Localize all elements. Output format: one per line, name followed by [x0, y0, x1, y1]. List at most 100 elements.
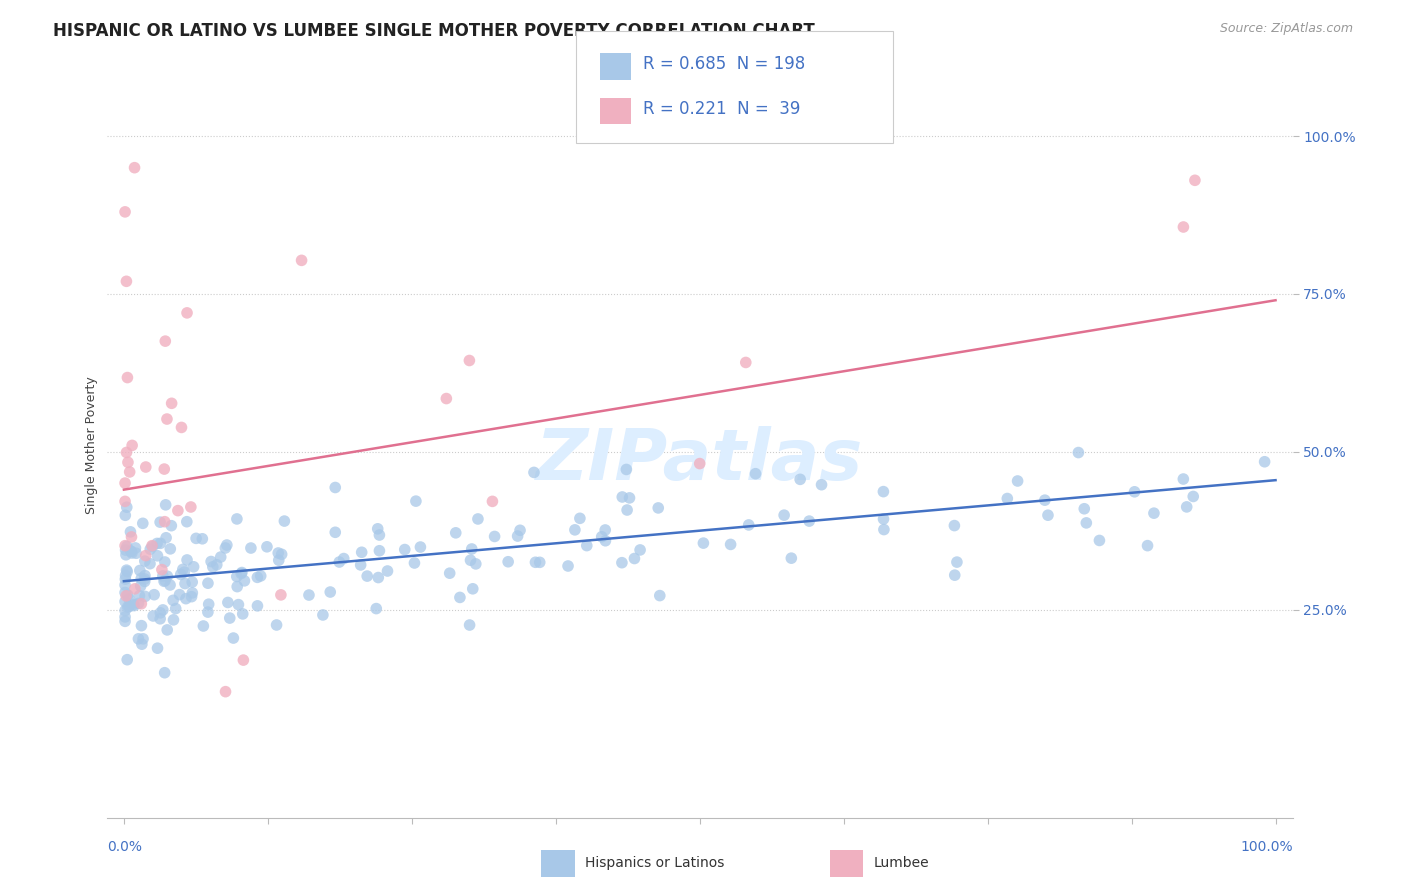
Point — [460, 553, 482, 567]
Point — [458, 618, 481, 632]
Point — [394, 542, 416, 557]
Point — [439, 566, 461, 581]
Point — [591, 530, 613, 544]
Point — [121, 546, 143, 560]
Point — [117, 599, 139, 614]
Point — [115, 653, 138, 667]
Point — [122, 598, 145, 612]
Point — [995, 491, 1018, 506]
Point — [405, 494, 427, 508]
Point — [197, 605, 219, 619]
Point — [810, 477, 832, 491]
Point — [131, 637, 153, 651]
Point — [1088, 533, 1111, 548]
Point — [720, 537, 742, 551]
Point — [1067, 445, 1090, 459]
Point — [125, 546, 148, 560]
Point — [114, 539, 136, 553]
Point — [134, 568, 156, 582]
Point — [200, 555, 222, 569]
Point — [146, 641, 169, 656]
Point — [120, 544, 142, 558]
Point — [153, 555, 176, 569]
Point — [734, 355, 756, 369]
Point — [298, 588, 321, 602]
Point — [160, 518, 183, 533]
Point — [139, 542, 162, 557]
Point — [1033, 493, 1056, 508]
Point — [115, 274, 138, 288]
Point — [266, 618, 288, 632]
Point — [1007, 474, 1029, 488]
Point — [174, 591, 197, 606]
Point — [149, 612, 172, 626]
Point — [139, 557, 162, 571]
Point — [368, 543, 391, 558]
Point — [256, 540, 278, 554]
Point — [141, 540, 163, 554]
Point — [595, 533, 617, 548]
Point — [872, 512, 894, 526]
Point — [222, 631, 245, 645]
Point — [290, 253, 312, 268]
Point — [619, 491, 641, 505]
Point — [231, 566, 253, 581]
Point — [174, 576, 197, 591]
Point — [1123, 484, 1146, 499]
Point — [557, 559, 579, 574]
Point — [176, 553, 198, 567]
Point — [215, 538, 238, 552]
Point — [115, 563, 138, 577]
Point — [114, 476, 136, 491]
Point — [114, 615, 136, 629]
Point — [152, 603, 174, 617]
Point — [115, 565, 138, 579]
Point — [197, 597, 219, 611]
Point — [162, 593, 184, 607]
Point — [155, 334, 177, 348]
Point — [506, 529, 529, 543]
Point — [564, 523, 586, 537]
Point — [120, 524, 142, 539]
Point — [127, 632, 149, 646]
Point — [689, 457, 711, 471]
Point — [225, 569, 247, 583]
Point — [181, 586, 204, 600]
Point — [193, 619, 215, 633]
Point — [124, 161, 146, 175]
Point — [593, 523, 616, 537]
Point — [1173, 472, 1195, 486]
Point — [114, 543, 136, 558]
Point — [228, 598, 250, 612]
Point — [124, 582, 146, 596]
Point — [128, 589, 150, 603]
Point — [127, 597, 149, 611]
Point — [156, 412, 179, 426]
Point — [118, 599, 141, 614]
Point — [773, 508, 796, 523]
Text: Lumbee: Lumbee — [873, 856, 929, 871]
Point — [143, 588, 166, 602]
Point — [114, 604, 136, 618]
Point — [165, 601, 187, 615]
Point — [616, 503, 638, 517]
Point — [180, 500, 202, 514]
Point — [233, 574, 256, 588]
Point — [183, 559, 205, 574]
Point — [173, 565, 195, 579]
Text: R = 0.221  N =  39: R = 0.221 N = 39 — [643, 100, 800, 118]
Point — [232, 653, 254, 667]
Point — [149, 536, 172, 550]
Point — [218, 611, 240, 625]
Y-axis label: Single Mother Poverty: Single Mother Poverty — [86, 376, 98, 515]
Point — [142, 609, 165, 624]
Point — [118, 465, 141, 479]
Point — [270, 588, 292, 602]
Point — [184, 532, 207, 546]
Point — [155, 498, 177, 512]
Point — [155, 531, 177, 545]
Point — [114, 508, 136, 523]
Point — [176, 306, 198, 320]
Point — [117, 370, 139, 384]
Point — [799, 514, 821, 528]
